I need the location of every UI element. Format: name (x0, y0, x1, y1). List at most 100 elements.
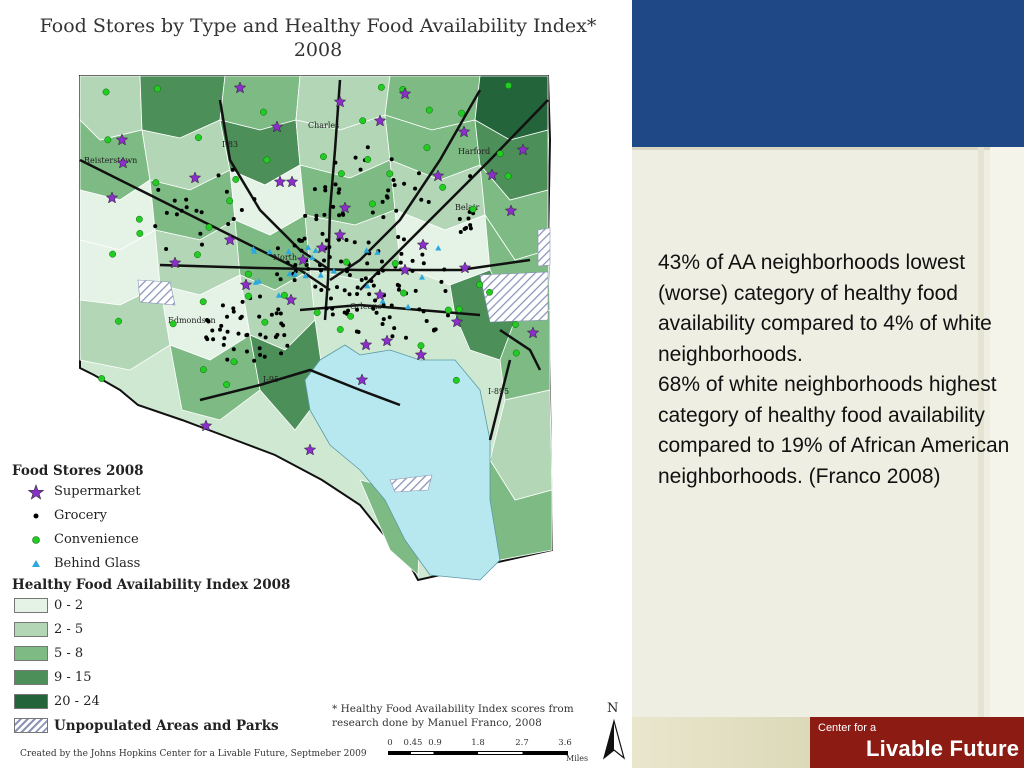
supermarket-marker (504, 204, 518, 217)
grocery-marker (457, 216, 462, 221)
scale-tick: 1.8 (471, 738, 485, 748)
supermarket-marker (414, 348, 428, 361)
grocery-marker (381, 317, 386, 322)
grocery-marker (174, 212, 179, 217)
convenience-marker (439, 183, 447, 191)
supermarket-marker (398, 263, 412, 276)
supermarket-marker (485, 168, 499, 181)
convenience-marker (369, 200, 376, 208)
supermarket-marker (457, 125, 471, 138)
grocery-marker (389, 157, 394, 162)
grocery-marker (443, 289, 448, 294)
supermarket-marker (431, 169, 445, 182)
behind-glass-marker (302, 272, 309, 279)
grocery-marker (257, 314, 262, 319)
north-arrow-icon (602, 718, 626, 760)
grocery-marker (333, 182, 338, 187)
grocery-marker (184, 197, 189, 202)
harbor-water (304, 344, 501, 581)
grocery-marker (464, 225, 469, 230)
behind-glass-marker (285, 248, 292, 255)
label-north: North (273, 253, 297, 262)
grocery-marker (317, 263, 322, 268)
convenience-marker (417, 342, 425, 350)
convenience-marker (342, 258, 350, 266)
supermarket-marker (333, 95, 347, 108)
grocery-marker (401, 237, 406, 242)
grocery-marker (199, 242, 204, 247)
grocery-marker (387, 315, 392, 320)
grocery-marker (413, 186, 418, 191)
convenience-marker (136, 229, 144, 237)
supermarket-marker (458, 261, 472, 274)
legend-index-item: 0 - 2 (12, 594, 332, 618)
legend: Food Stores 2008 Supermarket Grocery Con… (12, 462, 332, 738)
grocery-marker (231, 309, 236, 314)
grocery-marker (225, 314, 230, 319)
north-label: N (607, 701, 619, 716)
supermarket-marker (168, 256, 182, 269)
grocery-marker (231, 216, 236, 221)
scale-tick: 0.45 (403, 738, 423, 748)
grocery-marker (399, 251, 404, 256)
grocery-marker (390, 334, 395, 339)
convenience-marker (486, 288, 494, 296)
behind-glass-marker (435, 245, 442, 251)
grocery-marker (380, 268, 385, 273)
swatch-5-8 (14, 646, 48, 661)
supermarket-marker (516, 143, 530, 156)
grocery-marker (153, 224, 158, 229)
behind-glass-marker (379, 298, 386, 304)
map-title-line2: 2008 (293, 39, 343, 61)
convenience-marker (109, 250, 117, 258)
map-footnote: * Healthy Food Availability Index scores… (332, 703, 574, 729)
footer-band-light (632, 717, 810, 768)
supermarket-marker (270, 120, 284, 133)
grocery-marker (398, 260, 403, 265)
behind-glass-marker (250, 245, 257, 252)
grocery-marker (262, 354, 267, 359)
grocery-marker (417, 307, 422, 312)
grocery-marker (381, 215, 386, 220)
neighborhood-patches (79, 75, 553, 576)
supermarket-marker (303, 443, 317, 456)
grocery-marker (420, 252, 425, 257)
grocery-marker (363, 276, 368, 281)
grocery-marker (322, 212, 327, 217)
grocery-marker (403, 335, 408, 340)
label-i95: I-95 (263, 375, 279, 384)
behind-glass-marker (292, 271, 299, 277)
grocery-marker (257, 346, 262, 351)
grocery-marker (421, 309, 426, 314)
grocery-marker (226, 221, 231, 226)
behind-glass-marker (405, 303, 412, 310)
grocery-marker (314, 213, 319, 218)
grocery-marker (356, 330, 361, 335)
divider (632, 147, 1024, 150)
grocery-marker (466, 216, 471, 221)
supermarket-marker (284, 293, 298, 306)
grocery-marker (328, 296, 333, 301)
black-dot-icon (26, 504, 46, 528)
supermarket-marker (373, 114, 387, 127)
legend-unpopulated-label: Unpopulated Areas and Parks (54, 718, 279, 734)
map-title-line1: Food Stores by Type and Healthy Food Ava… (39, 15, 597, 37)
convenience-marker (115, 317, 123, 325)
convenience-marker (152, 179, 160, 187)
grocery-marker (324, 238, 329, 243)
grocery-marker (334, 285, 339, 290)
behind-glass-marker (266, 248, 273, 255)
grocery-marker (379, 259, 384, 264)
grocery-marker (346, 308, 351, 313)
supermarket-marker (239, 278, 253, 291)
grocery-marker (337, 187, 342, 192)
convenience-marker (199, 298, 207, 306)
grocery-marker (231, 306, 236, 311)
grocery-marker (458, 229, 463, 234)
grocery-marker (355, 307, 360, 312)
grocery-marker (322, 258, 327, 263)
supermarket-marker (105, 191, 119, 204)
behind-glass-marker (252, 279, 259, 285)
grocery-marker (373, 298, 378, 303)
behind-glass-marker (255, 278, 262, 284)
